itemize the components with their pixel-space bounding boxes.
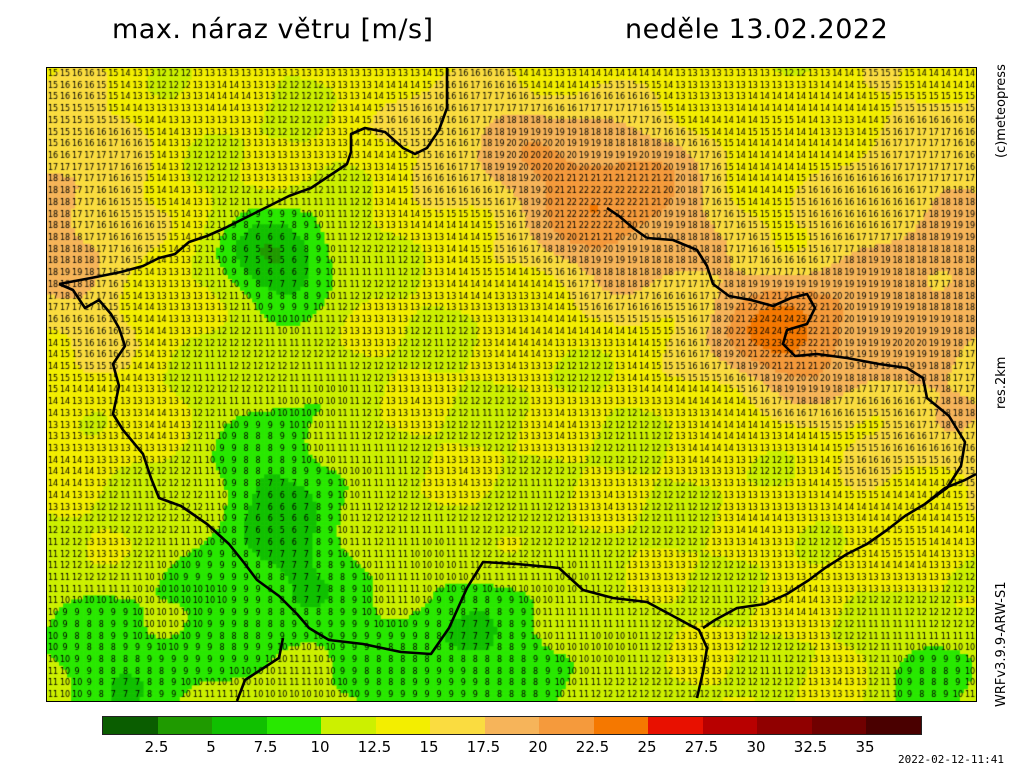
model-label: WRFv3.9.9-ARW-S1 bbox=[994, 581, 1009, 707]
legend-swatch bbox=[157, 717, 212, 734]
legend-swatch bbox=[484, 717, 539, 734]
run-timestamp: 2022-02-12-11:41 bbox=[898, 753, 1004, 766]
wind-gust-map bbox=[46, 67, 977, 702]
legend-tick-label: 27.5 bbox=[684, 738, 719, 756]
legend-swatch bbox=[757, 717, 812, 734]
border-east bbox=[646, 236, 967, 630]
legend-tick-label: 2.5 bbox=[144, 738, 169, 756]
legend-swatch bbox=[430, 717, 485, 734]
legend-tick-label: 10 bbox=[310, 738, 330, 756]
legend-swatch bbox=[593, 717, 648, 734]
border-se bbox=[924, 472, 976, 506]
czech-border bbox=[58, 282, 709, 699]
legend-tick-label: 25 bbox=[637, 738, 657, 756]
country-border-layer bbox=[58, 68, 976, 701]
legend-tick-label: 20 bbox=[528, 738, 548, 756]
legend-swatch bbox=[212, 717, 267, 734]
legend-swatch bbox=[375, 717, 430, 734]
legend-tick-label: 32.5 bbox=[793, 738, 828, 756]
title-date: neděle 13.02.2022 bbox=[625, 14, 889, 45]
legend-tick-label: 30 bbox=[746, 738, 766, 756]
legend-tick-label: 35 bbox=[855, 738, 875, 756]
legend-swatch bbox=[648, 717, 703, 734]
legend-tick-label: 12.5 bbox=[357, 738, 392, 756]
border-north bbox=[58, 68, 449, 286]
legend-tick-label: 7.5 bbox=[253, 738, 278, 756]
legend-ticks: 2.5 5 7.5 10 12.5 15 17.5 20 22.5 25 27.5 30 32.5 35 bbox=[102, 738, 922, 756]
wind-gust-field bbox=[47, 68, 976, 701]
legend-swatch bbox=[539, 717, 594, 734]
legend-tick-label: 22.5 bbox=[575, 738, 610, 756]
legend-swatch bbox=[266, 717, 321, 734]
legend-tick-label: 5 bbox=[206, 738, 216, 756]
legend-swatch bbox=[103, 717, 158, 734]
copyright-label: (c)meteopress bbox=[994, 64, 1009, 158]
legend-swatch bbox=[321, 717, 376, 734]
legend-swatch bbox=[866, 717, 921, 734]
legend-swatch bbox=[811, 717, 866, 734]
legend-colorbar bbox=[102, 716, 922, 735]
title-variable: max. náraz větru [m/s] bbox=[112, 14, 434, 45]
border-sw bbox=[235, 637, 285, 701]
legend-swatch bbox=[702, 717, 757, 734]
legend-tick-label: 15 bbox=[419, 738, 439, 756]
border-polish-segment bbox=[606, 206, 648, 240]
legend-tick-label: 17.5 bbox=[466, 738, 501, 756]
resolution-label: res.2km bbox=[994, 356, 1009, 409]
